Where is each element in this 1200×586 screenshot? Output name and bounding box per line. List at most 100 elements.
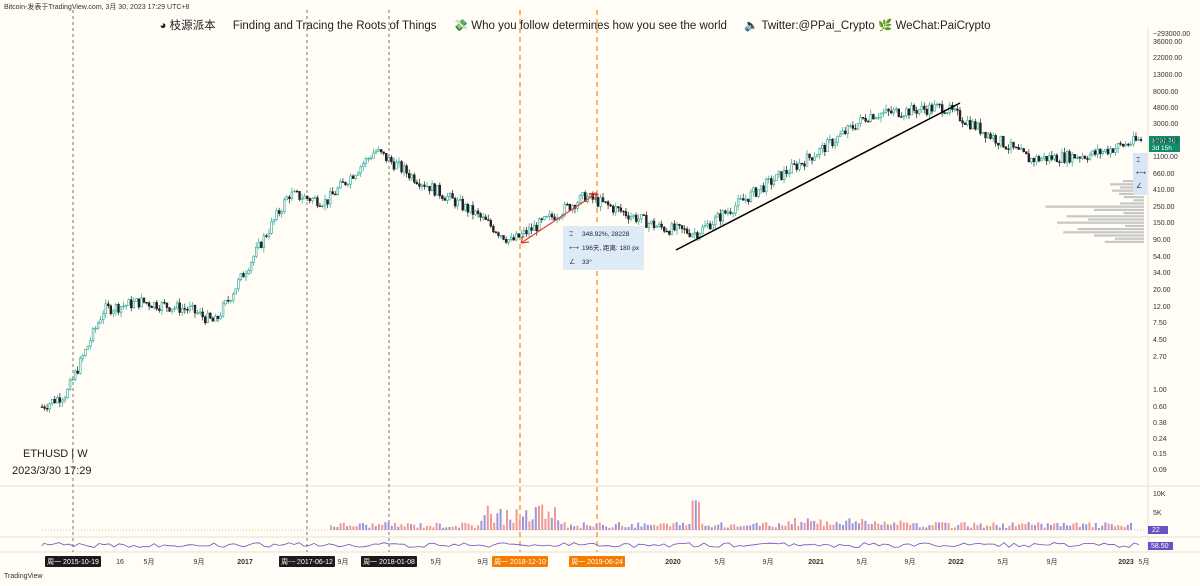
volume-bar	[611, 527, 614, 530]
volume-bar	[691, 500, 694, 530]
volume-bar	[643, 523, 646, 530]
candle-body	[917, 109, 921, 114]
candle-body	[436, 184, 439, 196]
candle-body	[1060, 152, 1064, 163]
candle-body	[900, 116, 903, 118]
candle-body	[73, 370, 77, 380]
candle-body	[703, 225, 707, 228]
candle-body	[260, 241, 263, 248]
measure-arrow[interactable]	[520, 192, 598, 244]
candle-body	[469, 205, 472, 213]
candle-body	[968, 120, 972, 130]
candle-body	[1106, 148, 1110, 155]
candle-body	[668, 231, 671, 235]
volume-bar	[672, 523, 675, 530]
candle-body	[188, 306, 192, 311]
candle-body	[153, 302, 156, 309]
volume-bar	[829, 524, 832, 530]
measure-info-line: 348.92%, 28228	[582, 231, 630, 238]
candle-body	[999, 135, 1003, 146]
volume-bar	[384, 522, 387, 530]
candle-body	[466, 203, 470, 213]
volume-bar	[954, 527, 956, 530]
candle-body	[369, 157, 373, 160]
volume-bar	[1014, 526, 1017, 530]
volume-bar	[698, 501, 700, 530]
candle-body	[642, 214, 646, 216]
volume-bar	[864, 520, 867, 530]
candle-body	[142, 297, 146, 303]
candle-body	[1119, 143, 1122, 145]
candle-body	[158, 308, 161, 311]
volume-profile-bar	[1112, 189, 1144, 192]
candle-body	[81, 355, 85, 359]
volume-bar	[730, 524, 732, 530]
volume-bar	[749, 525, 752, 530]
time-axis-label: 9月	[1047, 558, 1058, 566]
candle-body	[1114, 148, 1117, 153]
candle-body	[790, 163, 793, 174]
candle-body	[997, 142, 1000, 146]
measure-toolbar[interactable]	[1133, 153, 1147, 195]
candle-body	[721, 210, 725, 222]
candle-body	[1063, 152, 1066, 163]
volume-bar	[950, 527, 953, 530]
candle-body	[484, 216, 487, 220]
volume-bar	[435, 522, 438, 530]
trend-line[interactable]	[675, 102, 961, 251]
price-axis-label: 90.00	[1153, 237, 1171, 244]
volume-bar	[522, 516, 524, 530]
volume-bar	[432, 527, 435, 530]
candle-body	[1030, 157, 1033, 163]
candle-body	[295, 190, 299, 193]
price-axis-label: ~293000.00	[1153, 31, 1190, 38]
candle-body	[1139, 139, 1143, 141]
volume-bar	[570, 524, 572, 530]
time-axis-label: 2020	[665, 559, 681, 566]
volume-bar	[1130, 522, 1132, 530]
candle-body	[581, 192, 584, 196]
candle-body	[815, 154, 819, 158]
price-axis-label: 3000.00	[1153, 121, 1178, 128]
candle-body	[846, 125, 850, 134]
candle-body	[1116, 143, 1120, 149]
volume-bar	[899, 520, 902, 530]
candle-body	[823, 145, 827, 152]
candle-body	[981, 131, 985, 134]
candle-body	[1109, 148, 1112, 155]
candle-body	[902, 115, 906, 117]
price-axis-label: 0.60	[1153, 404, 1167, 411]
candle-body	[1004, 146, 1008, 150]
candle-body	[1111, 148, 1115, 153]
candle-body	[599, 197, 602, 207]
candle-body	[168, 307, 171, 312]
candle-body	[1002, 135, 1005, 148]
candle-body	[726, 211, 730, 214]
time-axis-label: 2017	[237, 559, 253, 566]
volume-bar	[890, 524, 892, 530]
candle-body	[861, 117, 865, 119]
volume-bar	[499, 508, 502, 530]
candle-body	[522, 230, 526, 235]
candle-body	[935, 103, 939, 106]
candle-body	[859, 117, 862, 124]
volume-bar	[531, 519, 534, 530]
volume-bar	[627, 526, 630, 530]
candle-body	[40, 406, 44, 408]
candle-body	[303, 195, 306, 200]
candle-body	[1068, 151, 1071, 163]
volume-bar	[1018, 524, 1020, 530]
volume-bar	[560, 524, 563, 530]
candle-body	[132, 301, 135, 309]
volume-bar	[854, 521, 857, 530]
candle-body	[1137, 139, 1140, 141]
volume-bar	[1021, 523, 1024, 530]
candle-body	[216, 315, 220, 319]
volume-bar	[563, 522, 566, 530]
volume-profile-bar	[1057, 221, 1144, 224]
volume-bar	[547, 511, 550, 530]
candle-body	[813, 156, 816, 161]
candle-body	[545, 215, 549, 218]
volume-profile-bar	[1109, 183, 1144, 186]
